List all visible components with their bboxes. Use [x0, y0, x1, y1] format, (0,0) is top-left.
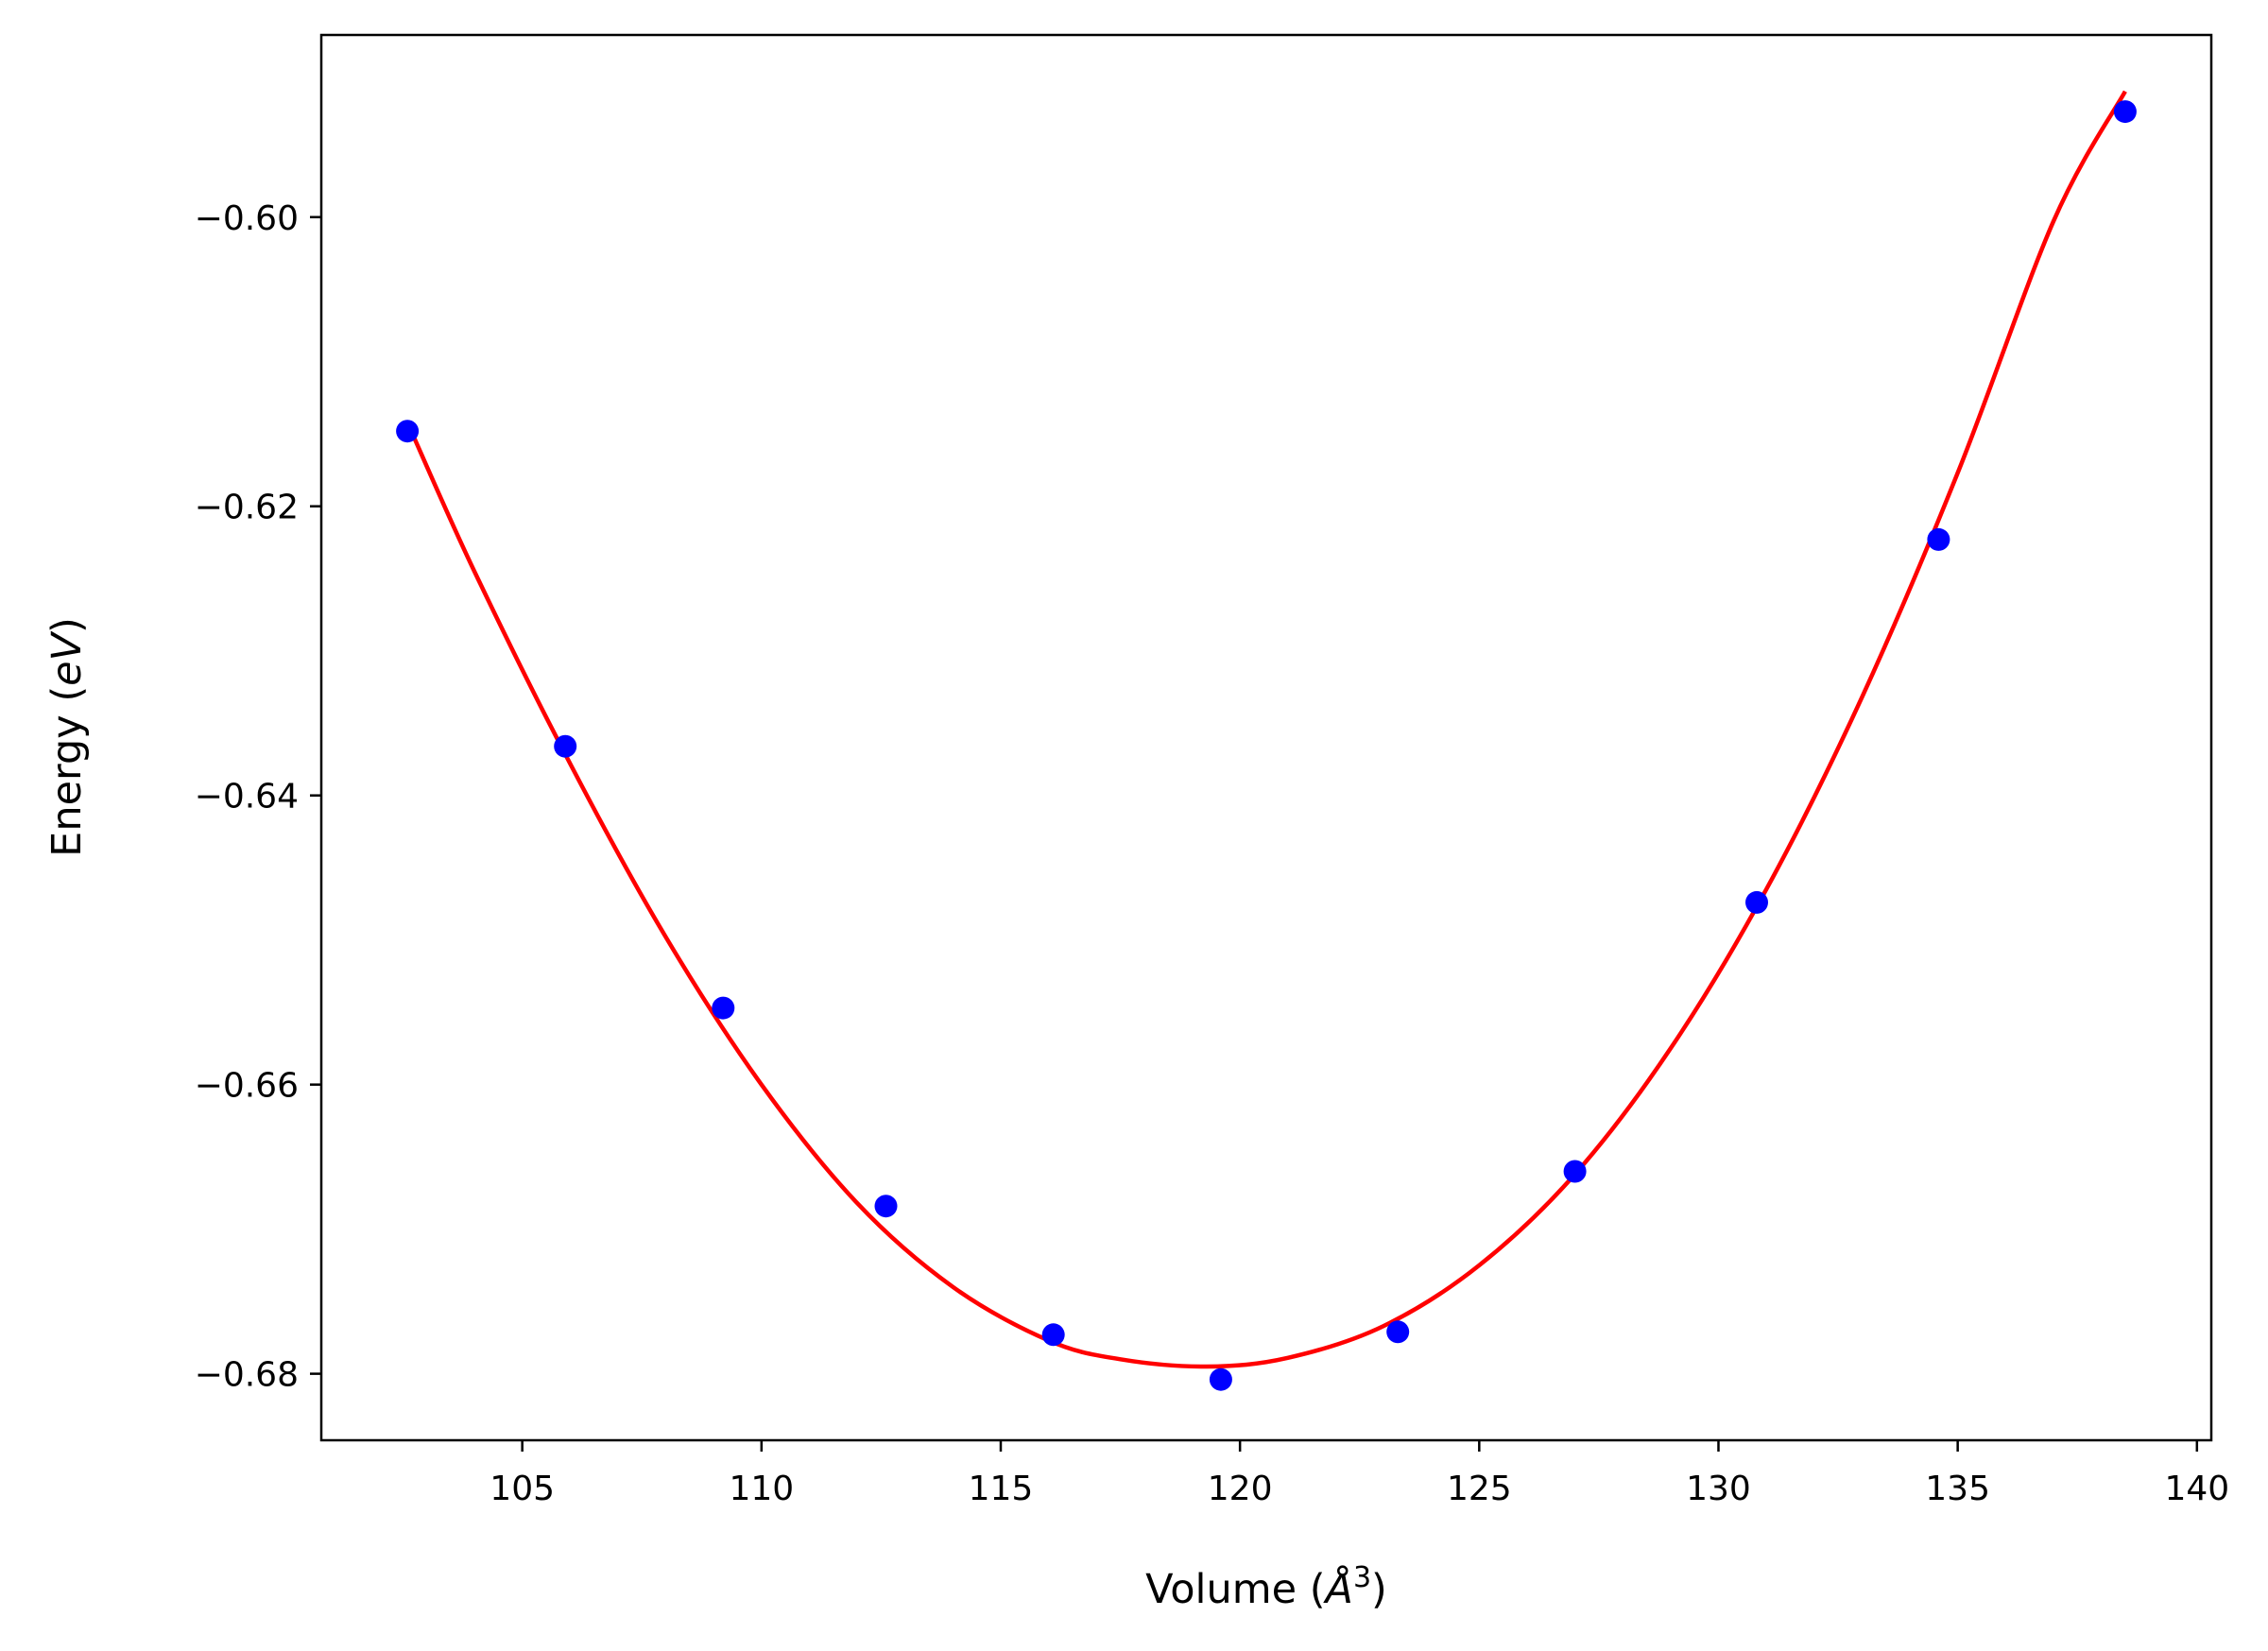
- y-tick-label: −0.62: [195, 489, 299, 527]
- fit-curve-line: [405, 90, 2127, 1369]
- y-tick-label: −0.68: [195, 1356, 299, 1395]
- x-tick-label: 110: [729, 1470, 794, 1508]
- data-point: [1041, 1323, 1065, 1347]
- x-axis-ticks: 105 110 115 120 125 130 135 140: [490, 1440, 2229, 1508]
- data-point: [1927, 527, 1950, 551]
- y-tick-label: −0.64: [195, 778, 299, 817]
- x-tick-label: 105: [490, 1470, 555, 1508]
- data-point: [712, 996, 735, 1020]
- y-tick-label: −0.60: [195, 199, 299, 238]
- plot-frame: [319, 33, 2213, 1442]
- x-tick-label: 130: [1686, 1470, 1751, 1508]
- data-point: [2113, 100, 2137, 124]
- data-point: [554, 734, 577, 758]
- y-axis-ticks: −0.60 −0.62 −0.64 −0.66 −0.68: [195, 199, 321, 1395]
- data-point: [1745, 890, 1768, 914]
- data-point: [874, 1195, 898, 1218]
- x-tick-label: 120: [1208, 1470, 1273, 1508]
- y-tick-label: −0.66: [195, 1067, 299, 1106]
- x-tick-label: 135: [1925, 1470, 1990, 1508]
- plot-area: [396, 90, 2137, 1391]
- data-point: [396, 420, 420, 443]
- data-point: [1563, 1160, 1587, 1183]
- data-point: [1209, 1367, 1232, 1391]
- y-axis-label: Energy (eV): [43, 617, 91, 857]
- x-tick-label: 125: [1447, 1470, 1512, 1508]
- x-tick-label: 115: [969, 1470, 1034, 1508]
- series-layer: [396, 90, 2137, 1391]
- data-point: [1386, 1320, 1410, 1344]
- x-axis-label: Volume (Å3): [1145, 1561, 1387, 1613]
- x-tick-label: 140: [2164, 1470, 2229, 1508]
